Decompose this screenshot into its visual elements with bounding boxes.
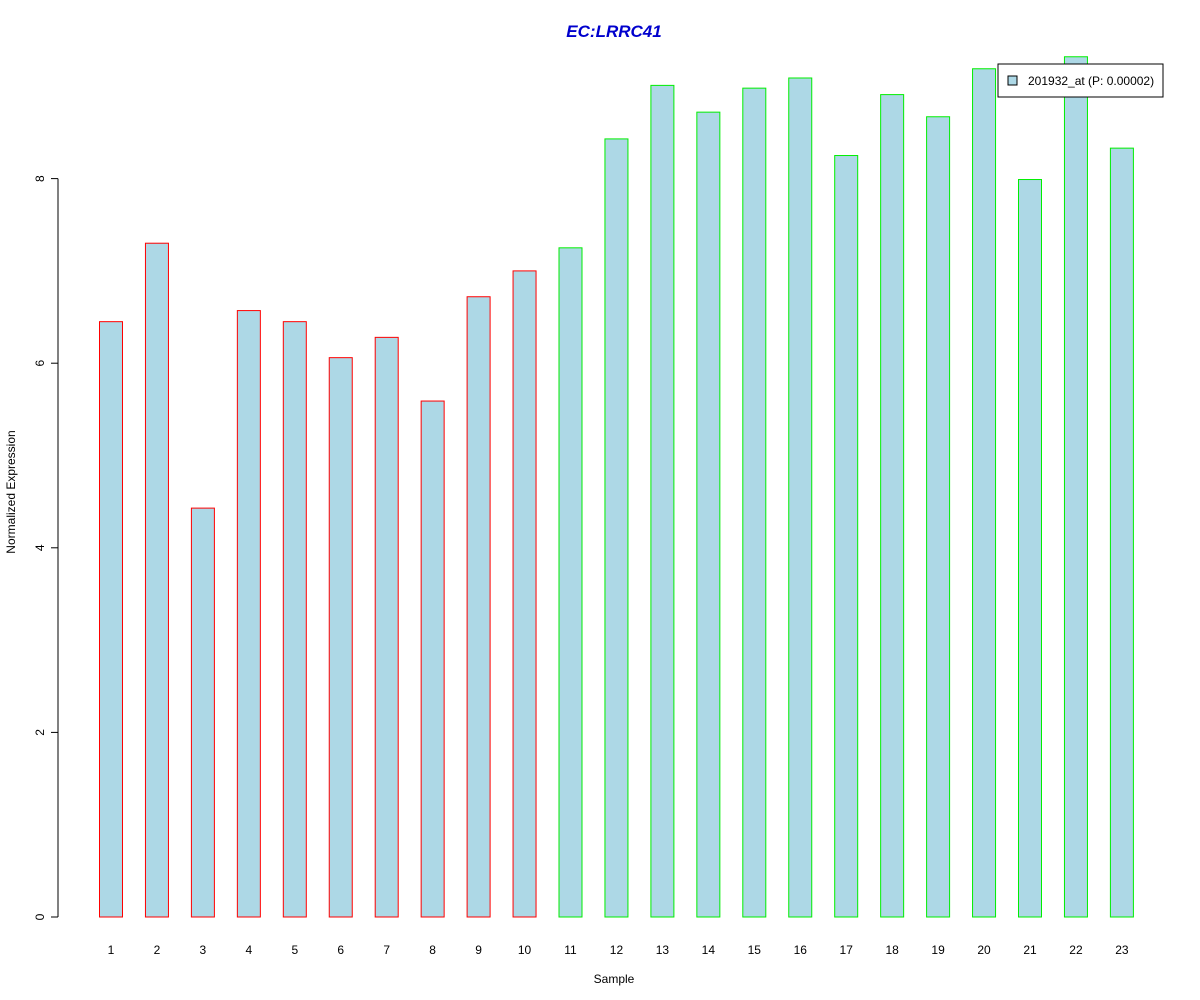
bar [1063, 56, 1088, 918]
x-tick-label: 3 [200, 943, 207, 957]
y-tick-label: 6 [33, 360, 47, 367]
x-tick-label: 18 [885, 943, 899, 957]
x-tick-label: 23 [1115, 943, 1129, 957]
legend-label: 201932_at (P: 0.00002) [1028, 74, 1154, 88]
x-tick-label: 11 [564, 943, 577, 957]
bar [696, 111, 721, 918]
x-tick-label: 12 [610, 943, 624, 957]
bar [420, 400, 445, 918]
legend-box [997, 63, 1164, 98]
bar [99, 321, 123, 918]
bar [328, 357, 353, 918]
bar [374, 336, 399, 918]
x-tick-label: 5 [291, 943, 298, 957]
bar [880, 94, 905, 918]
x-tick-label: 21 [1023, 943, 1037, 957]
x-tick-label: 6 [337, 943, 344, 957]
bar [144, 242, 169, 918]
bar [742, 87, 767, 918]
bar [604, 138, 629, 918]
bars [99, 56, 1134, 918]
x-tick-label: 16 [794, 943, 808, 957]
legend: 201932_at (P: 0.00002) [997, 63, 1164, 98]
x-tick-label: 1 [108, 943, 115, 957]
bar [190, 507, 215, 918]
x-tick-label: 10 [518, 943, 532, 957]
x-tick-label: 2 [154, 943, 161, 957]
bar [926, 116, 951, 918]
bar [558, 247, 583, 918]
y-tick-label: 8 [33, 175, 47, 182]
bar [788, 77, 813, 918]
x-tick-label: 19 [931, 943, 945, 957]
y-tick-label: 2 [33, 729, 47, 736]
x-tick-labels: 1 2 3 4 5 6 7 8 9 10 11 12 13 14 15 16 17 18 19 20 21 22 23 [108, 943, 1129, 957]
x-axis-label: Sample [594, 972, 635, 986]
bar [466, 296, 491, 918]
bar [1018, 179, 1042, 918]
y-axis: 0 2 4 6 8 [33, 175, 59, 920]
x-tick-label: 8 [429, 943, 436, 957]
chart-title: EC:LRRC41 [566, 22, 661, 41]
x-tick-label: 22 [1069, 943, 1083, 957]
x-tick-label: 4 [246, 943, 253, 957]
x-tick-label: 7 [383, 943, 390, 957]
bar [512, 270, 537, 918]
x-tick-label: 9 [475, 943, 482, 957]
x-tick-label: 13 [656, 943, 670, 957]
y-axis-label: Normalized Expression [4, 430, 18, 553]
y-tick-label: 0 [33, 913, 47, 920]
bar [236, 310, 261, 918]
bar [972, 68, 997, 918]
bar [650, 84, 675, 918]
bar [1109, 147, 1134, 918]
legend-swatch [1007, 75, 1018, 86]
bar [834, 155, 859, 918]
x-tick-label: 20 [977, 943, 991, 957]
x-tick-label: 17 [840, 943, 854, 957]
x-tick-label: 14 [702, 943, 716, 957]
bar [282, 321, 307, 918]
y-tick-label: 4 [33, 544, 47, 551]
x-tick-label: 15 [748, 943, 762, 957]
